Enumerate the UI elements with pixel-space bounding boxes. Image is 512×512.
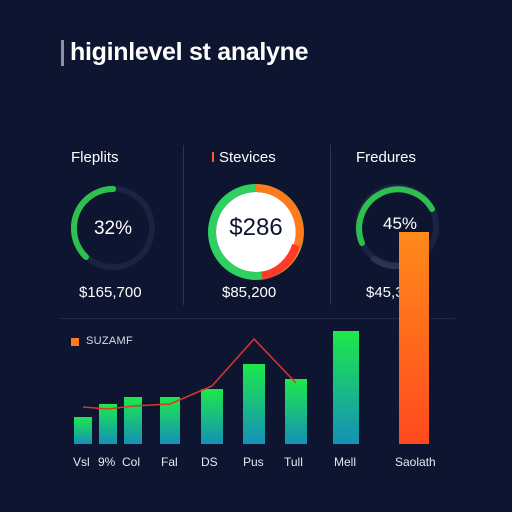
page-title: higinlevel st analyne: [70, 38, 309, 66]
chart-bar: [124, 397, 142, 444]
chart-bar: [160, 397, 180, 444]
gauge-text-stevices: $286: [229, 214, 283, 241]
chart-bar: [285, 379, 307, 444]
trend-line: [82, 337, 297, 410]
chart-bar: [399, 232, 429, 444]
x-tick-label: 9%: [98, 455, 116, 469]
gauge-fleplits: [70, 186, 155, 270]
card-divider: [330, 145, 331, 305]
x-tick-label: DS: [201, 455, 218, 469]
x-tick-label: Col: [122, 455, 141, 469]
x-tick-label: Saolath: [395, 455, 436, 469]
card-label-fleplits: Fleplits: [71, 149, 119, 166]
card-label-stevices: Stevices: [219, 149, 276, 166]
title-accent-bar: [61, 40, 64, 66]
x-tick-label: Fal: [161, 455, 178, 469]
gauge-stevices: [208, 184, 304, 280]
card-value-stevices: $85,200: [222, 284, 277, 301]
gauge-text-fleplits: 32%: [93, 218, 133, 239]
chart-bar: [201, 389, 223, 444]
chart-bar: [74, 417, 92, 444]
card-value-fleplits: $165,700: [79, 284, 142, 301]
chart-top-rule: [60, 318, 455, 319]
x-tick-label: Mell: [334, 455, 357, 469]
x-tick-label: Vsl: [73, 455, 90, 469]
card-label-fredures: Fredures: [356, 149, 417, 166]
chart-bar: [99, 404, 117, 444]
chart-bar: [333, 331, 359, 444]
x-tick-label: Pus: [243, 455, 264, 469]
legend-swatch: [71, 338, 79, 346]
gauge-text-fredures: 45%: [382, 214, 418, 233]
legend-label: SUZAMF: [86, 335, 134, 347]
card-divider: [183, 145, 184, 305]
x-tick-label: Tull: [284, 455, 303, 469]
chart-bar: [243, 364, 265, 444]
card-label-marker: [212, 152, 214, 162]
